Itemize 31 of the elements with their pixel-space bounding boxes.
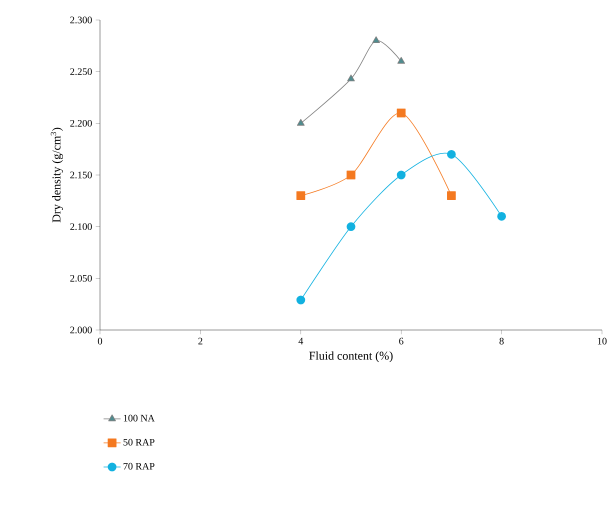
x-tick-label: 6 xyxy=(399,338,404,344)
x-axis-title: Fluid content (%) xyxy=(309,351,393,362)
y-tick-label: 2.000 xyxy=(70,326,92,334)
point xyxy=(396,108,406,118)
x-tick-label: 2 xyxy=(198,338,202,344)
point xyxy=(397,56,406,64)
legend-label: 70 RAP xyxy=(124,462,154,470)
point xyxy=(447,191,456,200)
point xyxy=(296,296,306,304)
y-tick-label: 2.150 xyxy=(70,172,92,178)
point xyxy=(346,222,356,232)
y-axis-title: Dry density (g/cm$^{3}$) xyxy=(50,128,63,222)
x-tick-label: 0 xyxy=(98,338,102,344)
y-tick-label: 2.200 xyxy=(70,120,92,127)
point xyxy=(447,150,456,159)
point xyxy=(396,170,406,180)
point xyxy=(346,170,356,180)
legend-label: 100 NA xyxy=(124,414,155,422)
y-tick-label: 2.100 xyxy=(70,223,92,230)
y-tick-label: 2.300 xyxy=(70,16,92,24)
x-tick-label: 4 xyxy=(298,338,304,344)
point xyxy=(296,118,305,126)
y-tick-label: 2.250 xyxy=(70,68,92,76)
x-tick-label: 8 xyxy=(499,338,504,344)
x-tick-label: 10 xyxy=(598,338,607,344)
y-tick-label: 2.050 xyxy=(70,274,92,282)
point xyxy=(296,191,306,200)
point xyxy=(347,74,355,82)
point xyxy=(497,212,506,221)
legend-label: 50 RAP xyxy=(124,438,154,446)
point xyxy=(372,36,380,44)
